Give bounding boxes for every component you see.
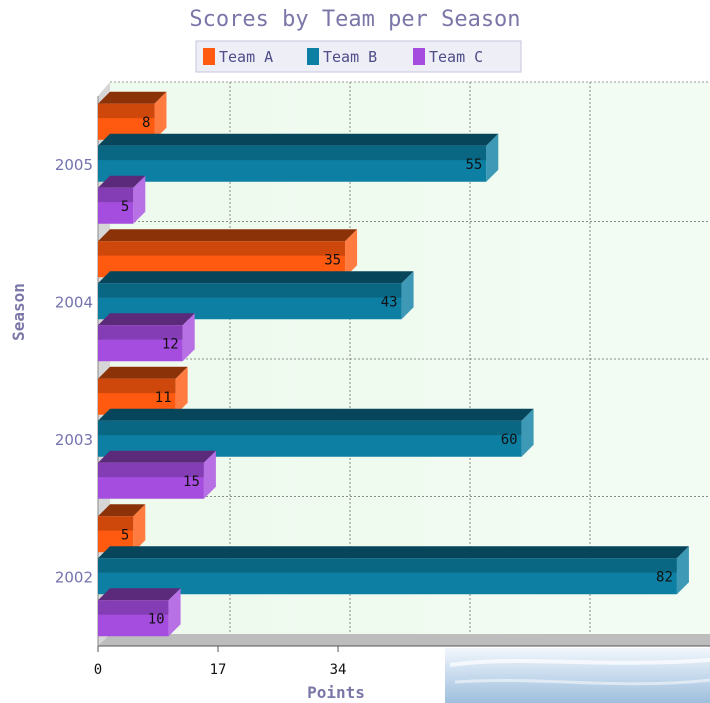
- bar-side-face: [345, 229, 358, 278]
- bar-top-face: [98, 271, 414, 284]
- bar-top-face: [98, 229, 358, 242]
- legend-box: [195, 40, 522, 73]
- bar: 8: [98, 91, 167, 140]
- bar-side-face: [676, 546, 689, 595]
- bar-shading: [98, 241, 346, 256]
- bar: 10: [98, 588, 181, 637]
- legend-item: Team A: [203, 48, 273, 66]
- bar-shading: [98, 516, 134, 531]
- x-axis-title: Points: [307, 683, 365, 702]
- bar-side-face: [175, 366, 188, 415]
- photo-cloud-streak: [449, 658, 710, 667]
- bar-value-label: 12: [162, 336, 179, 352]
- bar-side-face: [182, 313, 195, 362]
- bar-shading: [98, 187, 134, 203]
- bar-shading: [98, 558, 677, 573]
- bar: 43: [98, 271, 414, 320]
- x-tick-label: 0: [94, 662, 102, 678]
- bar-top-face: [98, 91, 167, 104]
- bar-side-face: [203, 450, 216, 499]
- bar-side-face: [154, 91, 167, 140]
- bar-top-face: [98, 450, 216, 463]
- y-tick-label: 2004: [55, 293, 93, 311]
- bar: 55: [98, 133, 499, 182]
- bar-top-face: [98, 175, 146, 188]
- legend-label: Team A: [219, 48, 273, 66]
- bar-shading: [98, 145, 487, 161]
- bar-shading: [98, 462, 204, 478]
- bar-value-label: 5: [121, 527, 129, 543]
- bar-value-label: 55: [465, 157, 482, 173]
- bar: 60: [98, 408, 534, 457]
- bar-shading: [98, 420, 522, 436]
- legend-item: Team B: [307, 48, 377, 66]
- bar-side-face: [401, 271, 414, 320]
- bar: 12: [98, 313, 195, 362]
- bar-side-face: [133, 504, 146, 553]
- x-tick-label: 17: [210, 662, 227, 678]
- y-tick-label: 2002: [55, 568, 93, 586]
- bar-value-label: 10: [148, 611, 165, 627]
- legend: Team A Team B Team C: [195, 40, 522, 73]
- bar-value-label: 11: [155, 390, 172, 406]
- bar-top-face: [98, 504, 146, 517]
- bar: 82: [98, 546, 689, 595]
- bar-value-label: 43: [381, 294, 398, 310]
- bar-shading: [98, 283, 402, 298]
- bar-value-label: 60: [501, 432, 518, 448]
- bar-top-face: [98, 408, 534, 421]
- legend-label: Team C: [429, 48, 483, 66]
- chart-title: Scores by Team per Season: [189, 7, 520, 32]
- bar-value-label: 82: [656, 569, 673, 585]
- x-tick-label: 34: [330, 662, 347, 678]
- bar-value-label: 8: [142, 115, 150, 131]
- bar: 5: [98, 504, 146, 553]
- bar: 35: [98, 229, 358, 278]
- bar-side-face: [133, 175, 146, 224]
- bar: 5: [98, 175, 146, 224]
- bar-shading: [98, 103, 155, 119]
- y-tick-label: 2003: [55, 431, 93, 449]
- photo-fragment: [445, 648, 710, 703]
- bar-shading: [98, 378, 176, 394]
- bar: 15: [98, 450, 216, 499]
- bar-top-face: [98, 313, 195, 326]
- bar-value-label: 35: [324, 252, 341, 268]
- photo-cloud-streak: [454, 678, 710, 686]
- legend-swatch: [307, 48, 319, 65]
- legend-swatch: [203, 48, 215, 65]
- bar-shading: [98, 325, 183, 340]
- bar-side-face: [486, 133, 499, 182]
- legend-item: Team C: [413, 48, 483, 66]
- bar-value-label: 15: [183, 474, 200, 490]
- legend-label: Team B: [323, 48, 377, 66]
- bar-shading: [98, 600, 169, 615]
- bar-top-face: [98, 133, 499, 146]
- bar-top-face: [98, 588, 181, 601]
- bar-side-face: [168, 588, 181, 637]
- photo-overlay: [445, 648, 710, 703]
- y-tick-label: 2005: [55, 156, 93, 174]
- legend-swatch: [413, 48, 425, 65]
- plot-floor: [98, 634, 710, 646]
- bar-side-face: [521, 408, 534, 457]
- bar-top-face: [98, 546, 689, 559]
- bar-value-label: 5: [121, 199, 129, 215]
- bar-top-face: [98, 366, 188, 379]
- y-axis-title: Season: [9, 283, 28, 341]
- bar: 11: [98, 366, 188, 415]
